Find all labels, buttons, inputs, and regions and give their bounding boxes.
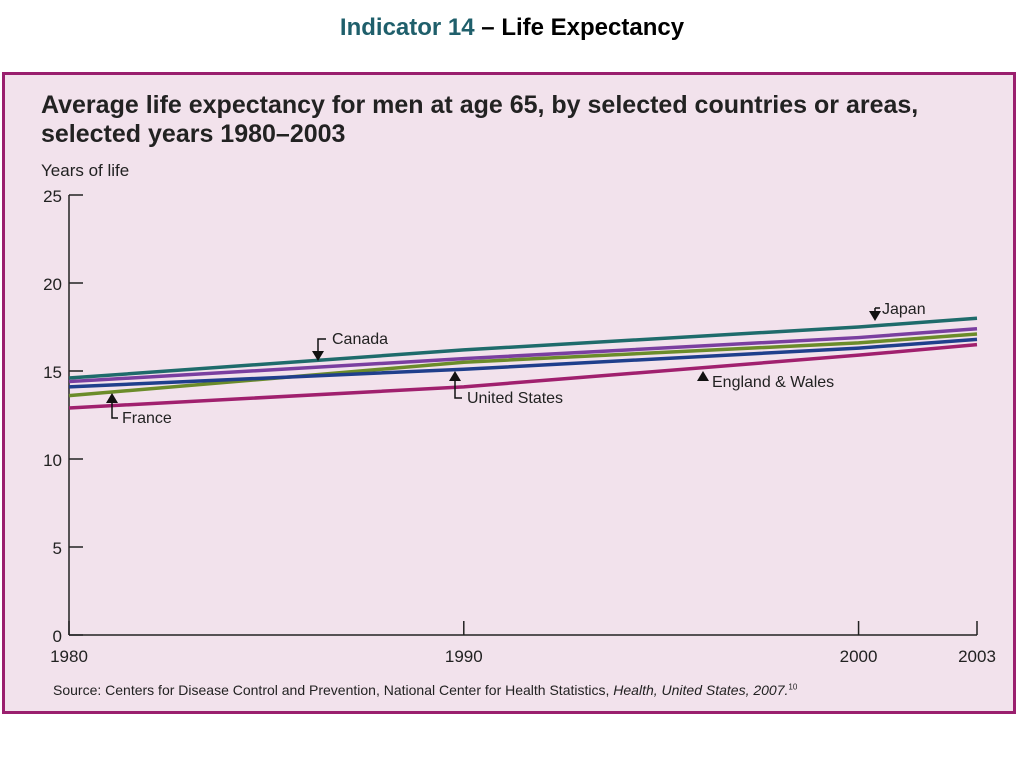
y-tick-label: 15	[43, 363, 62, 382]
england-wales-pointer-icon	[697, 371, 709, 381]
united-states-leader	[454, 381, 462, 399]
chart-panel: Average life expectancy for men at age 6…	[2, 72, 1016, 714]
y-tick-label: 5	[53, 539, 62, 558]
y-axis-label: Years of life	[41, 161, 130, 180]
united-states-annotation: United States	[467, 390, 563, 407]
series-line-united-states	[68, 337, 978, 389]
slide-title: Indicator 14 – Life Expectancy	[0, 14, 1024, 42]
source-note: Source: Centers for Disease Control and …	[53, 682, 797, 698]
x-tick-label: 1990	[445, 647, 483, 666]
japan-annotation: Japan	[882, 301, 926, 318]
series-line-japan	[68, 316, 978, 380]
canada-leader	[317, 338, 326, 351]
england-wales-annotation: England & Wales	[712, 374, 834, 391]
source-italic: Health, United States, 2007.	[613, 682, 789, 698]
france-pointer-icon	[106, 393, 118, 403]
france-leader	[111, 403, 118, 419]
source-sup: 10	[788, 682, 798, 692]
x-tick-label: 2000	[840, 647, 878, 666]
y-tick-label: 0	[53, 627, 62, 646]
source-text: Source: Centers for Disease Control and …	[53, 682, 614, 698]
chart-title: Average life expectancy for men at age 6…	[41, 91, 919, 148]
y-tick-label: 10	[43, 451, 62, 470]
slide-title-text: – Life Expectancy	[474, 14, 685, 41]
series-line-canada	[68, 327, 978, 384]
indicator-label: Indicator 14	[339, 14, 475, 41]
canada-pointer-icon	[312, 351, 324, 361]
united-states-pointer-icon	[449, 371, 461, 381]
france-annotation: France	[122, 410, 172, 427]
y-tick-label: 25	[43, 187, 62, 206]
series-line-england-wales	[68, 342, 978, 410]
canada-annotation: Canada	[332, 331, 388, 348]
japan-pointer-icon	[869, 311, 881, 321]
y-tick-label: 20	[43, 275, 62, 294]
x-tick-label: 2003	[958, 647, 996, 666]
x-tick-label: 1980	[50, 647, 88, 666]
